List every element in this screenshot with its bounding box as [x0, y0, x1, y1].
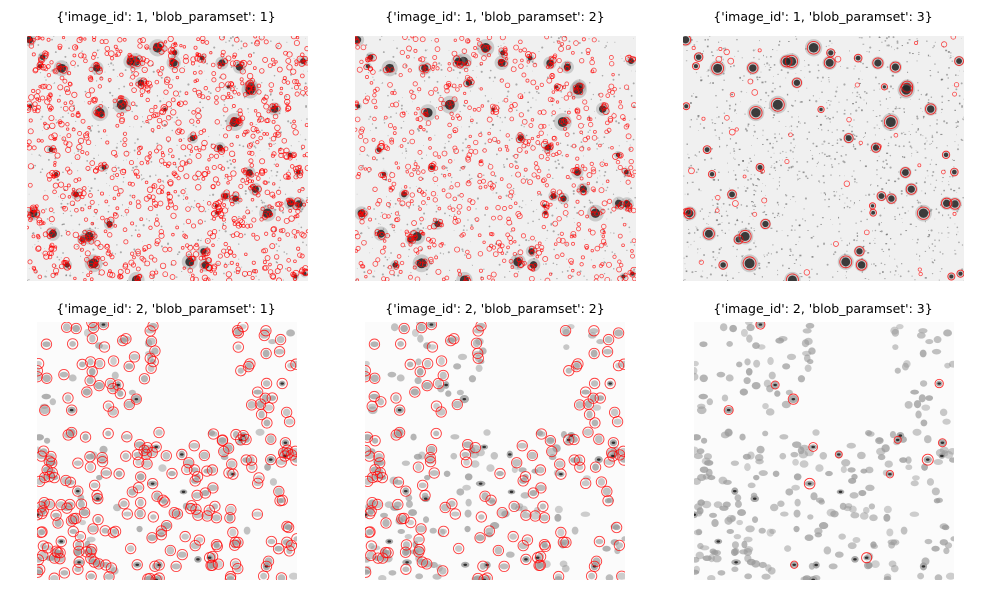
blob-image-panel-1-3 [683, 36, 964, 281]
panel-title-2-3: {'image_id': 2, 'blob_paramset': 3} [713, 301, 933, 316]
blob-image-panel-1-2 [355, 36, 636, 281]
blob-image-panel-1-1 [27, 36, 308, 281]
panel-title-1-2: {'image_id': 1, 'blob_paramset': 2} [385, 9, 605, 24]
blob-image-panel-2-1 [37, 322, 297, 580]
panel-title-1-1: {'image_id': 1, 'blob_paramset': 1} [56, 9, 276, 24]
panel-title-2-2: {'image_id': 2, 'blob_paramset': 2} [385, 301, 605, 316]
blob-image-panel-2-2 [365, 322, 625, 580]
blob-image-panel-2-3 [694, 322, 954, 580]
panel-title-1-3: {'image_id': 1, 'blob_paramset': 3} [713, 9, 933, 24]
panel-title-2-1: {'image_id': 2, 'blob_paramset': 1} [56, 301, 276, 316]
